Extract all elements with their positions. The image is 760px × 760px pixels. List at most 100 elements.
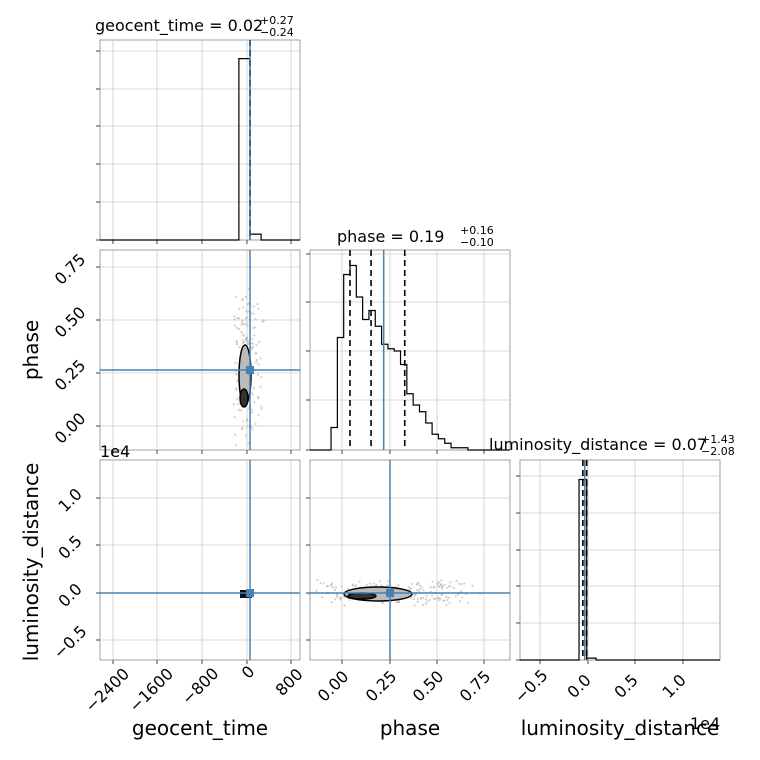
title-upper-error: +0.16 [460,224,494,237]
sample-point [235,373,238,376]
grid [100,250,300,450]
sample-point [467,601,470,604]
sample-point [420,597,423,600]
sample-point [234,387,238,390]
x-tick-label: 800 [272,665,307,700]
sample-point [395,601,398,604]
sample-point [262,319,265,322]
sample-point [422,589,425,592]
panel-phase-hist: phase = 0.19 +0.16 −0.10 [306,224,511,454]
sample-point [351,584,354,587]
sample-point [428,599,432,602]
x-axis-label: phase [380,716,440,740]
sample-point [319,581,322,585]
axes-frame [519,459,721,661]
x-tick-label: 0.0 [563,670,594,701]
sample-point [416,600,419,603]
grid [310,250,510,450]
sample-point [252,312,255,315]
sample-point [433,586,436,589]
sample-point [246,425,249,428]
quantile-lines [349,250,406,450]
sample-point [455,579,458,583]
sample-point [235,326,238,329]
sample-point [246,342,249,345]
sample-point [396,600,400,603]
panel-distance-vs-phase: 0.00 0.25 0.50 0.75 phase [306,459,511,740]
ticks [96,266,292,454]
sample-point [241,333,244,336]
sample-point [440,594,443,597]
sample-point [244,434,247,437]
sample-point [330,601,333,604]
axes-frame [309,249,511,451]
sample-point [246,418,249,421]
y-tick-label: −0.5 [50,622,91,663]
truth-marker [246,366,254,374]
sample-point [247,442,250,445]
contour-inner [239,388,249,408]
title-upper-error: +0.27 [260,14,294,27]
y-tick-label: 0.00 [51,409,90,448]
y-tick-labels: 0.00 0.25 0.50 0.75 [51,250,90,448]
sample-point [245,336,248,339]
panel-title: luminosity_distance = 0.07 [489,435,707,455]
ticks [306,253,485,454]
sample-point [425,598,428,601]
sample-point [252,305,255,308]
sample-point [422,596,425,600]
histogram-steps [520,478,720,661]
sample-point [443,599,446,602]
density-contours [343,586,413,602]
sample-point [256,395,260,399]
sample-point [237,317,241,320]
sample-point [461,596,464,599]
sample-point [439,597,442,600]
sample-point [315,589,318,592]
sample-point [369,582,372,585]
y-tick-label: 0.25 [51,356,90,395]
sample-point [325,585,328,588]
title-lower-error: −0.10 [460,236,494,249]
title-upper-error: +1.43 [701,433,735,446]
sample-point [246,340,249,343]
sample-point [234,433,237,436]
histogram-steps [100,58,300,241]
sample-point [381,602,384,605]
sample-point [316,578,319,582]
sample-point [440,587,444,590]
sample-point [241,298,244,302]
sample-point [251,428,254,431]
sample-point [441,584,444,588]
sample-point [330,582,334,585]
sample-point [414,593,417,597]
sample-point [343,604,346,607]
sample-point [375,583,378,586]
x-tick-label: 1.0 [658,670,689,701]
density-contours [238,344,252,408]
x-tick-label: −800 [178,664,223,709]
sample-point [351,583,354,586]
sample-point [241,426,244,429]
sample-point [409,587,413,590]
sample-point [449,581,452,584]
panel-title: phase = 0.19 [337,227,444,246]
sample-point [425,594,428,597]
sample-point [447,596,450,599]
sample-point [240,409,243,412]
sample-point [254,317,257,321]
sample-point [413,604,416,607]
sample-point [235,388,238,391]
x-tick-label: 0.00 [314,667,353,706]
sample-point [251,326,255,330]
sample-point [234,295,237,298]
x-offset-label: 1e4 [690,714,720,733]
sample-point [471,584,474,587]
x-tick-label: −1600 [125,664,177,716]
sample-point [386,580,389,583]
sample-point [257,397,260,400]
x-tick-labels: 0.00 0.25 0.50 0.75 [314,667,495,706]
x-tick-label: 0.75 [456,667,495,706]
sample-point [424,602,427,605]
panel-distance-hist: luminosity_distance = 0.07 +1.43 −2.08 −… [489,433,735,740]
